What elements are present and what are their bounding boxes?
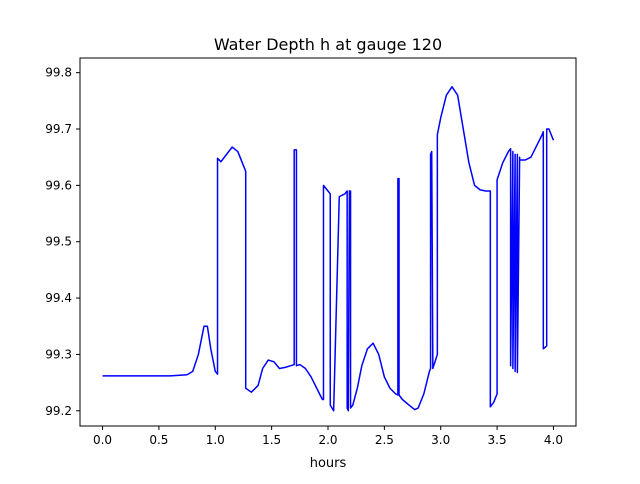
x-tick-label-1: 0.5 (149, 433, 168, 447)
x-axis-label: hours (310, 456, 347, 471)
y-tick-label-1: 99.3 (45, 347, 72, 361)
y-tick-label-3: 99.5 (45, 235, 72, 249)
series-line-0 (102, 85, 555, 412)
x-tick-label-2: 1.0 (206, 433, 225, 447)
x-tick-label-0: 0.0 (93, 433, 112, 447)
chart-title: Water Depth h at gauge 120 (214, 35, 442, 54)
y-tick-label-6: 99.8 (45, 66, 72, 80)
y-tick-label-0: 99.2 (45, 404, 72, 418)
x-tick-label-8: 4.0 (544, 433, 563, 447)
x-tick-label-5: 2.5 (375, 433, 394, 447)
y-tick-label-4: 99.6 (45, 178, 72, 192)
y-tick-label-5: 99.7 (45, 122, 72, 136)
x-tick-label-6: 3.0 (431, 433, 450, 447)
x-tick-label-4: 2.0 (318, 433, 337, 447)
plot-area: 0.0 0.5 1.0 1.5 2.0 2.5 3.0 3.5 4.0 99.2 99.3 99.4 9… (45, 57, 577, 447)
y-tick-label-2: 99.4 (45, 291, 72, 305)
x-tick-label-3: 1.5 (262, 433, 281, 447)
x-tick-label-7: 3.5 (488, 433, 507, 447)
